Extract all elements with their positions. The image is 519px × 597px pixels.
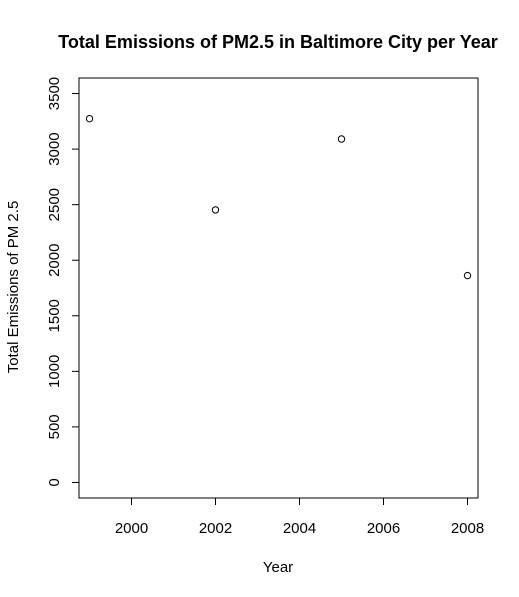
data-point-2008 (463, 271, 472, 280)
x-axis: 2000 2002 2004 2006 2008 (115, 497, 484, 537)
y-tick-label-2000: 2000 (46, 244, 63, 277)
data-points (85, 114, 472, 280)
plot-frame (78, 77, 479, 499)
x-tick-label-2008: 2008 (451, 520, 484, 537)
y-tick-label-0: 0 (46, 478, 63, 486)
data-point-2002 (211, 206, 220, 214)
y-tick-label-1000: 1000 (46, 355, 63, 388)
chart-title: Total Emissions of PM2.5 in Baltimore Ci… (58, 32, 497, 52)
y-tick-label-1500: 1500 (46, 299, 63, 332)
x-tick-label-2004: 2004 (283, 520, 316, 537)
y-axis-label: Total Emissions of PM 2.5 (5, 201, 22, 374)
x-tick-label-2006: 2006 (367, 520, 400, 537)
y-axis: 0 500 1000 1500 2000 2500 3000 3500 (46, 77, 80, 487)
x-tick-label-2000: 2000 (115, 520, 148, 537)
y-tick-label-500: 500 (46, 414, 63, 439)
data-point-2005 (337, 135, 346, 143)
y-tick-label-3000: 3000 (46, 132, 63, 165)
data-point-1999 (85, 114, 94, 123)
x-tick-label-2002: 2002 (199, 520, 232, 537)
y-tick-label-2500: 2500 (46, 188, 63, 221)
x-axis-label: Year (263, 559, 293, 576)
y-tick-label-3500: 3500 (46, 77, 63, 110)
